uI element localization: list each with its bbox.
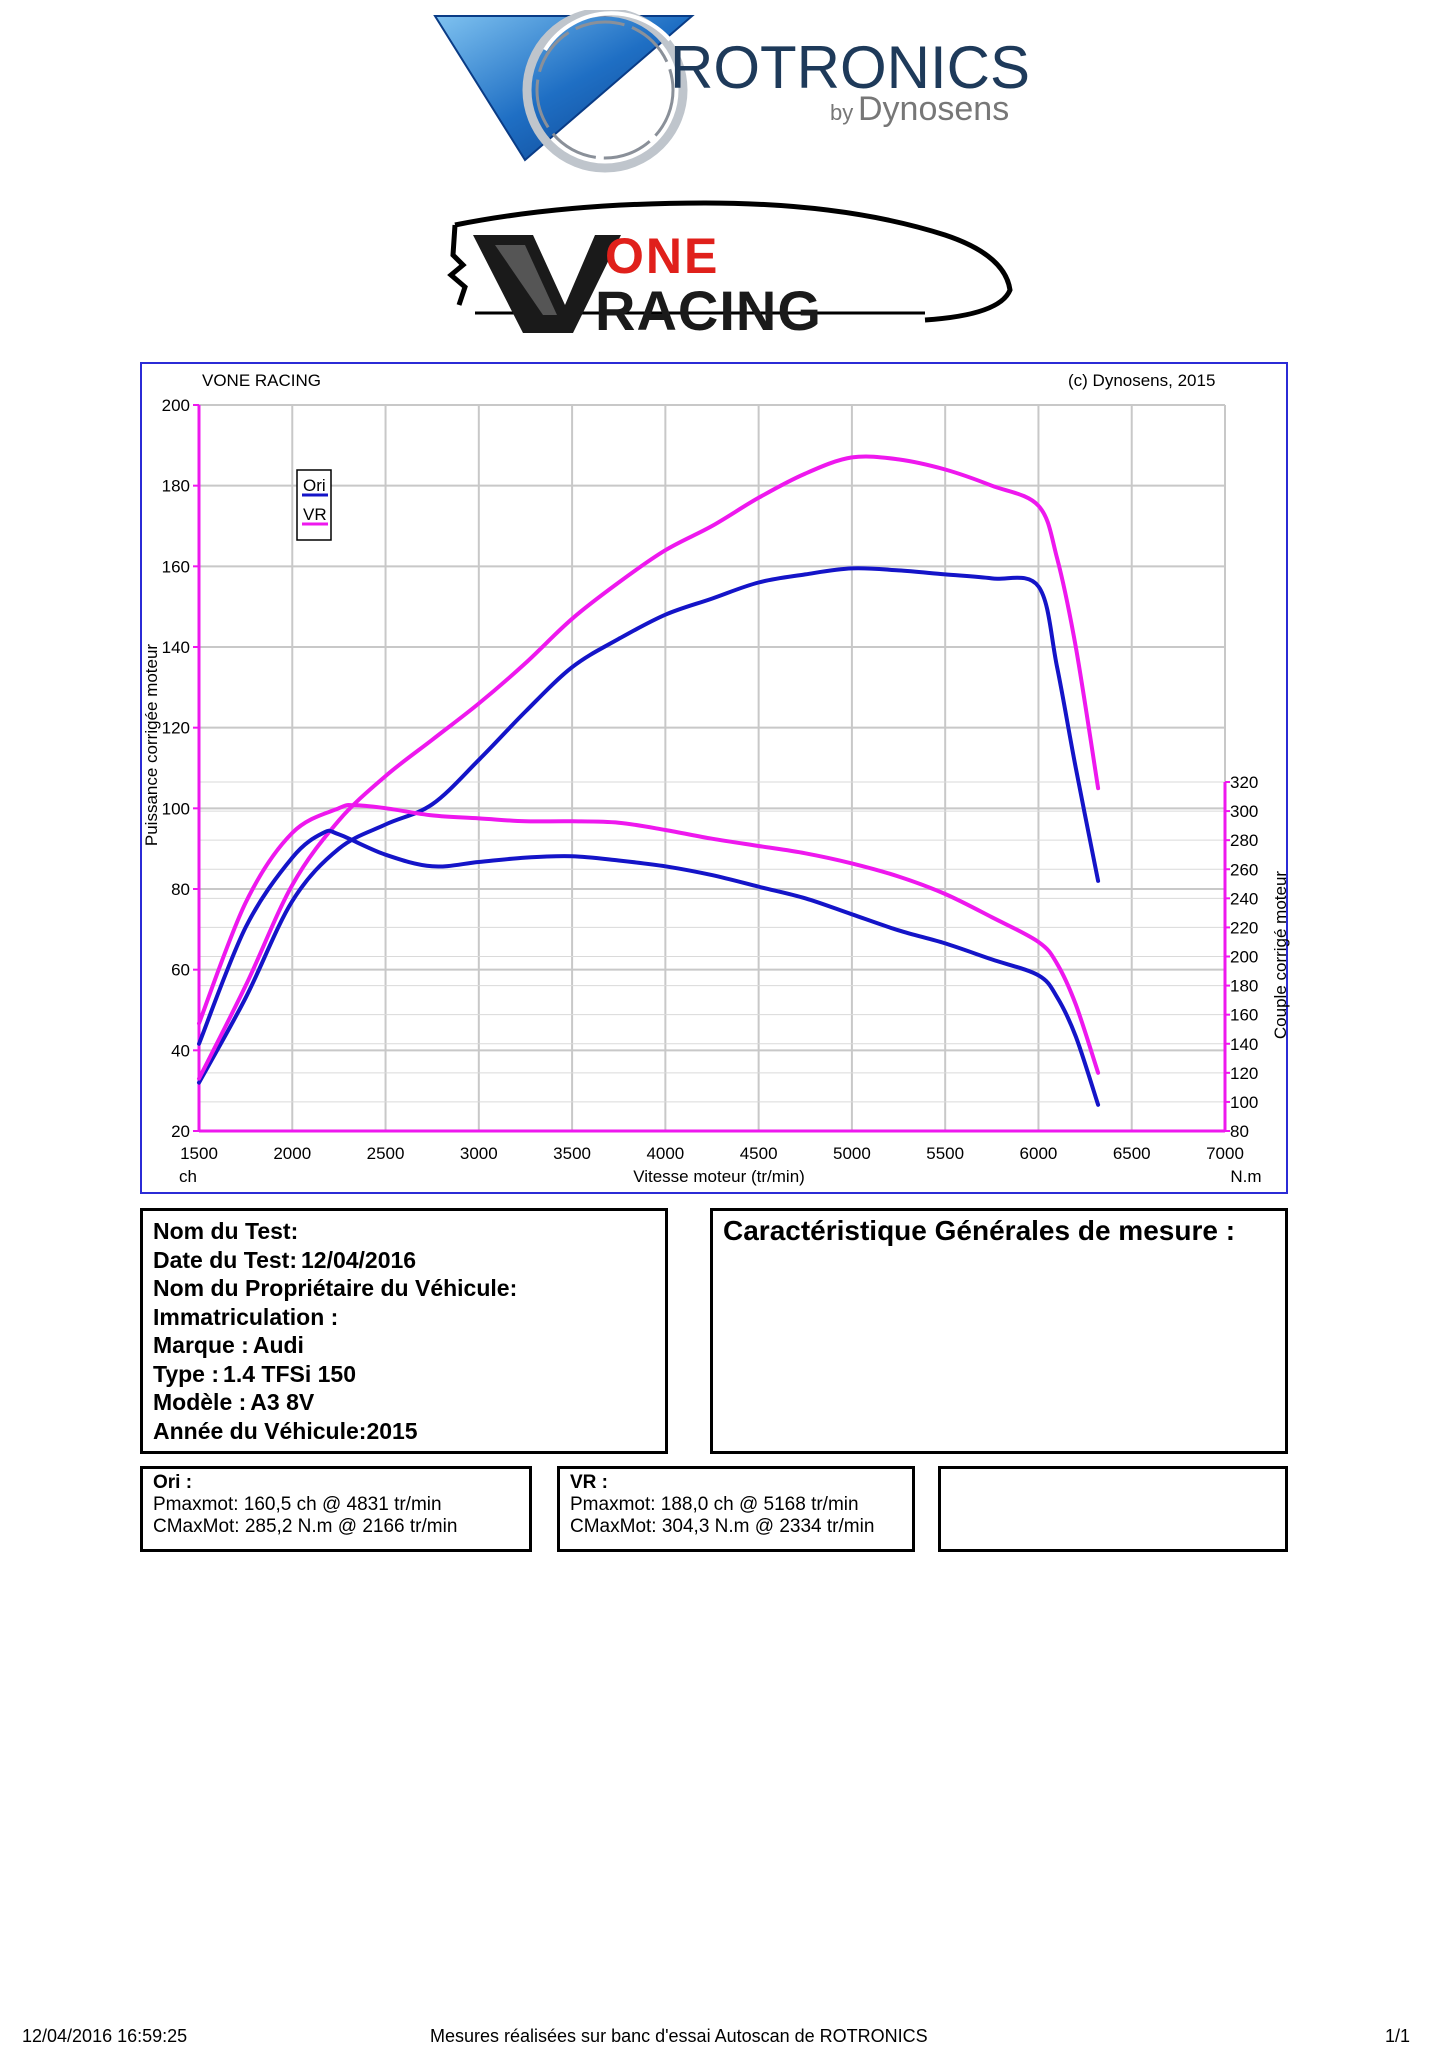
owner-label: Nom du Propriétaire du Véhicule: [153,1275,518,1301]
rotronics-by: by [830,100,853,125]
vr-max-torque: CMaxMot: 304,3 N.m @ 2334 tr/min [570,1516,875,1537]
test-info-box: Nom du Test: Date du Test: 12/04/2016 Nom… [140,1208,668,1454]
type-value: 1.4 TFSi 150 [223,1360,356,1387]
vr-results-box: VR : Pmaxmot: 188,0 ch @ 5168 tr/min CMa… [557,1466,915,1552]
model-label: Modèle : [153,1389,247,1415]
registration-label: Immatriculation : [153,1303,339,1330]
empty-results-box [938,1466,1288,1552]
rotronics-logo: ROTRONICS by Dynosens [433,10,1030,173]
vone-bottom-text: RACING [595,279,822,342]
year-row: Année du Véhicule:2015 [153,1417,655,1446]
test-name-label: Nom du Test: [153,1218,299,1244]
model-row: Modèle : A3 8V [153,1388,655,1417]
test-date-value: 12/04/2016 [300,1246,417,1273]
model-value: A3 8V [250,1389,315,1415]
vone-racing-logo: ONE RACING [447,200,1013,342]
brand-row: Marque : Audi [153,1331,655,1360]
chart-frame [140,362,1288,1194]
footer-caption: Mesures réalisées sur banc d'essai Autos… [430,2026,928,2046]
owner-row: Nom du Propriétaire du Véhicule: [153,1274,655,1303]
test-date-row: Date du Test: 12/04/2016 [153,1246,655,1275]
type-row: Type :1.4 TFSi 150 [153,1360,655,1389]
ori-results-title: Ori : [153,1472,193,1493]
brand-label: Marque : [153,1332,249,1358]
brand-value: Audi [252,1332,304,1358]
test-name-row: Nom du Test: [153,1217,655,1246]
vone-top-text: ONE [605,228,719,284]
characteristics-box: Caractéristique Générales de mesure : [710,1208,1288,1454]
ori-results-box: Ori : Pmaxmot: 160,5 ch @ 4831 tr/min CM… [140,1466,532,1552]
characteristics-title: Caractéristique Générales de mesure : [723,1215,1236,1246]
year-value: 2015 [366,1417,418,1444]
ori-max-torque: CMaxMot: 285,2 N.m @ 2166 tr/min [153,1516,458,1537]
footer-page-number: 1/1 [1385,2026,1411,2046]
year-label: Année du Véhicule: [153,1417,367,1444]
ori-max-power: Pmaxmot: 160,5 ch @ 4831 tr/min [153,1494,442,1515]
rotronics-brand: Dynosens [858,90,1009,128]
test-date-label: Date du Test: [153,1246,297,1273]
type-label: Type : [153,1360,220,1387]
vr-results-title: VR : [570,1472,608,1493]
footer-timestamp: 12/04/2016 16:59:25 [22,2026,188,2046]
vr-max-power: Pmaxmot: 188,0 ch @ 5168 tr/min [570,1494,859,1515]
rotronics-title: ROTRONICS [670,34,1030,101]
registration-row: Immatriculation : [153,1303,655,1332]
